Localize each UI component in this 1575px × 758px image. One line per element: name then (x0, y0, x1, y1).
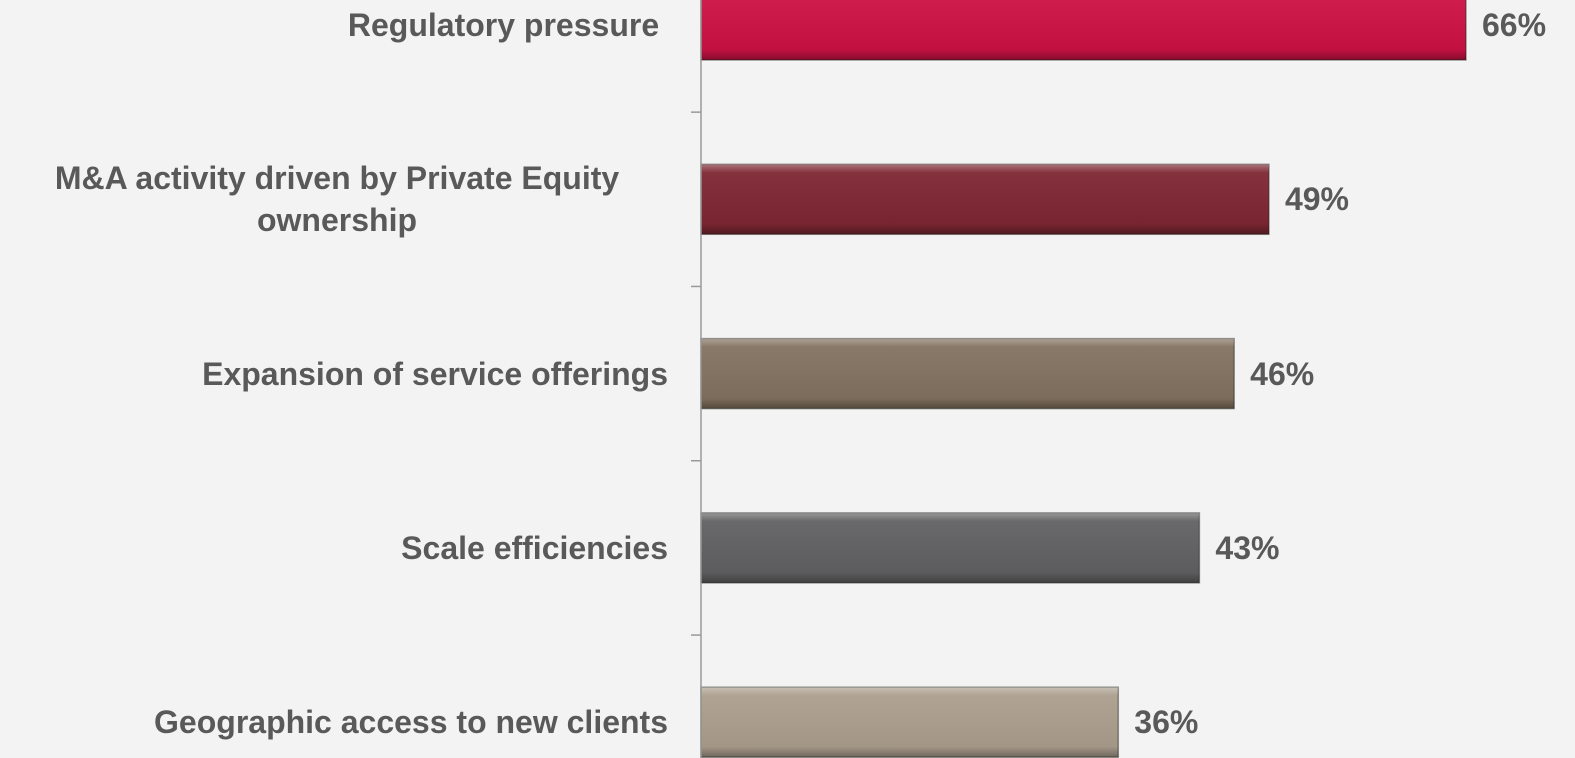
value-label: 66% (1482, 7, 1547, 43)
category-text: Geographic access to new clients (154, 704, 668, 741)
category-text: Scale efficiencies (401, 529, 668, 566)
bar-shine (701, 687, 1119, 758)
category-label: Geographic access to new clients (0, 701, 668, 743)
category-label: Regulatory pressure (0, 4, 668, 46)
bar-shine (701, 338, 1235, 409)
category-label: M&A activity driven by Private Equity ow… (0, 157, 668, 241)
category-text: Regulatory pressure (347, 7, 668, 43)
bar-group (700, 337, 1235, 410)
bar-shine (701, 0, 1466, 60)
category-label: Scale efficiencies (0, 527, 668, 569)
category-text: M&A activity driven by Private Equity ow… (54, 160, 629, 239)
bar-shine (701, 164, 1269, 235)
category-label: Expansion of service offerings (0, 353, 668, 395)
bar-group (700, 686, 1120, 758)
bar-group (700, 0, 1467, 61)
category-text: Expansion of service offerings (202, 355, 668, 392)
bar-group (700, 512, 1201, 584)
value-label: 46% (1250, 355, 1315, 392)
value-label: 43% (1215, 529, 1280, 566)
bar-shine (701, 512, 1200, 583)
value-label: 36% (1134, 704, 1199, 741)
value-label: 49% (1284, 181, 1349, 218)
bar-group (700, 163, 1270, 236)
